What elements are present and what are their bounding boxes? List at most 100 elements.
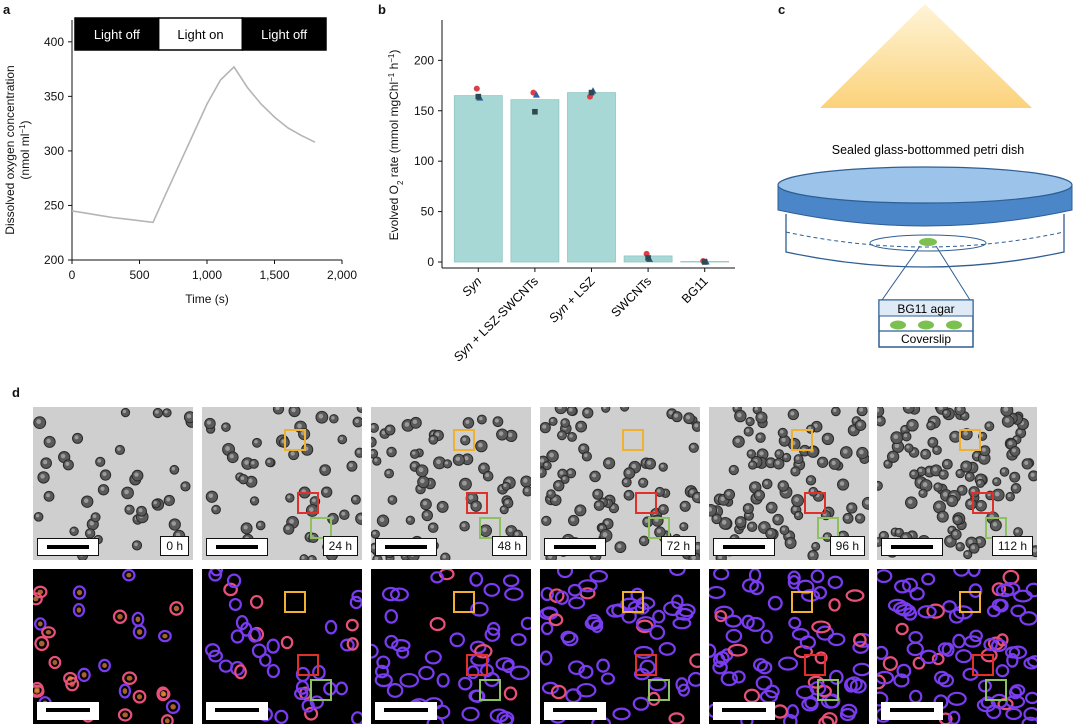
time-label: 24 h [322, 536, 358, 556]
time-label: 112 h [991, 536, 1033, 556]
roi-box [804, 492, 826, 514]
b-y-tick-label: 50 [421, 205, 435, 219]
scale-bar [881, 538, 943, 556]
roi-box [453, 429, 475, 451]
b-y-tick-label: 150 [414, 104, 434, 118]
scale-bar [37, 538, 99, 556]
agar-label: BG11 agar [897, 302, 954, 316]
category-label: Syn [459, 274, 484, 299]
a-x-tick-label: 1,500 [259, 268, 289, 282]
agar-pad [869, 234, 987, 252]
light-bar-label: Light on [177, 27, 223, 42]
brightfield-image: 96 h [709, 407, 869, 560]
roi-box [959, 591, 981, 613]
replicate-point [701, 259, 708, 265]
roi-box [817, 517, 839, 539]
time-label: 72 h [660, 536, 696, 556]
roi-box [466, 492, 488, 514]
y-axis-label-line1: Dissolved oxygen concentration [3, 65, 17, 234]
light-bar-label: Light off [261, 27, 307, 42]
oxygen-series-line [71, 65, 316, 224]
roi-box [959, 429, 981, 451]
replicate-point [475, 93, 482, 100]
roi-box [453, 591, 475, 613]
replicate-point [645, 255, 651, 261]
scale-bar [544, 702, 606, 720]
bar [510, 99, 560, 263]
brightfield-image: 112 h [877, 407, 1037, 560]
x-axis-label: Time (s) [185, 292, 229, 306]
scale-bar [713, 702, 775, 720]
dish-label: Sealed glass-bottommed petri dish [832, 143, 1025, 157]
brightfield-image: 72 h [540, 407, 700, 560]
light-bar-segment [157, 17, 244, 51]
coverslip-label: Coverslip [901, 332, 951, 346]
replicate-point [473, 85, 480, 92]
scale-bar [206, 538, 268, 556]
panel-label-d: d [12, 385, 20, 400]
fluorescence-image [371, 569, 531, 724]
a-y-tick-label: 400 [44, 35, 64, 49]
category-label: Syn + LSZ [546, 274, 598, 326]
brightfield-image: 0 h [33, 407, 193, 560]
scale-bar [544, 538, 606, 556]
a-x-tick-label: 0 [69, 268, 76, 282]
roi-box [479, 517, 501, 539]
scale-bar [37, 702, 99, 720]
bar [567, 92, 616, 263]
b-y-tick-label: 100 [414, 154, 434, 168]
scale-bar [206, 702, 268, 720]
roi-box [972, 654, 994, 676]
roi-box [284, 591, 306, 613]
brightfield-image: 48 h [371, 407, 531, 560]
roi-box [804, 654, 826, 676]
b-y-axis-label: Evolved O2 rate (mmol mgChl−1 h−1) [387, 50, 405, 241]
dish-glass-bottom [785, 231, 1065, 248]
roi-box [635, 654, 657, 676]
fluorescence-image [202, 569, 362, 724]
a-y-tick-label: 250 [44, 198, 64, 212]
scale-bar [375, 702, 437, 720]
category-label: SWCNTs [608, 274, 654, 320]
roi-box [985, 679, 1007, 701]
roi-box [972, 492, 994, 514]
roi-box [622, 429, 644, 451]
roi-box [635, 492, 657, 514]
brightfield-image: 24 h [202, 407, 362, 560]
category-label: BG11 [679, 274, 711, 306]
oxygen-line-chart: Light off Light on Light off 0 500 1,000 1,50… [3, 17, 357, 306]
b-y-tick-label: 200 [414, 53, 434, 67]
time-label: 96 h [829, 536, 865, 556]
scale-bar [881, 702, 943, 720]
fluorescence-image [33, 569, 193, 724]
fluorescence-image [540, 569, 700, 724]
light-bar-segment [241, 17, 327, 51]
y-axis-label-line2: (nmol ml−1) [18, 120, 33, 179]
scale-bar [713, 538, 775, 556]
light-bar-label: Light off [94, 27, 140, 42]
replicate-point [532, 108, 538, 115]
dish-base [785, 214, 1065, 268]
a-y-tick-label: 300 [44, 144, 64, 158]
roi-box [622, 591, 644, 613]
roi-box [817, 679, 839, 701]
roi-box [791, 429, 813, 451]
roi-box [466, 654, 488, 676]
time-label: 0 h [160, 536, 189, 556]
panel-label-b: b [378, 2, 386, 17]
dish-lid-top [777, 166, 1073, 204]
roi-box [297, 654, 319, 676]
a-x-tick-label: 1,000 [192, 268, 222, 282]
sample-spot [919, 238, 937, 246]
fluorescence-image [709, 569, 869, 724]
roi-box [284, 429, 306, 451]
replicate-point [588, 89, 595, 96]
scale-bar [375, 538, 437, 556]
roi-box [297, 492, 319, 514]
a-y-tick-label: 350 [44, 89, 64, 103]
a-x-tick-label: 2,000 [327, 268, 357, 282]
roi-box [648, 517, 670, 539]
panel-label-c: c [778, 2, 786, 17]
light-source-icon [820, 4, 1032, 108]
replicate-point [532, 91, 540, 98]
